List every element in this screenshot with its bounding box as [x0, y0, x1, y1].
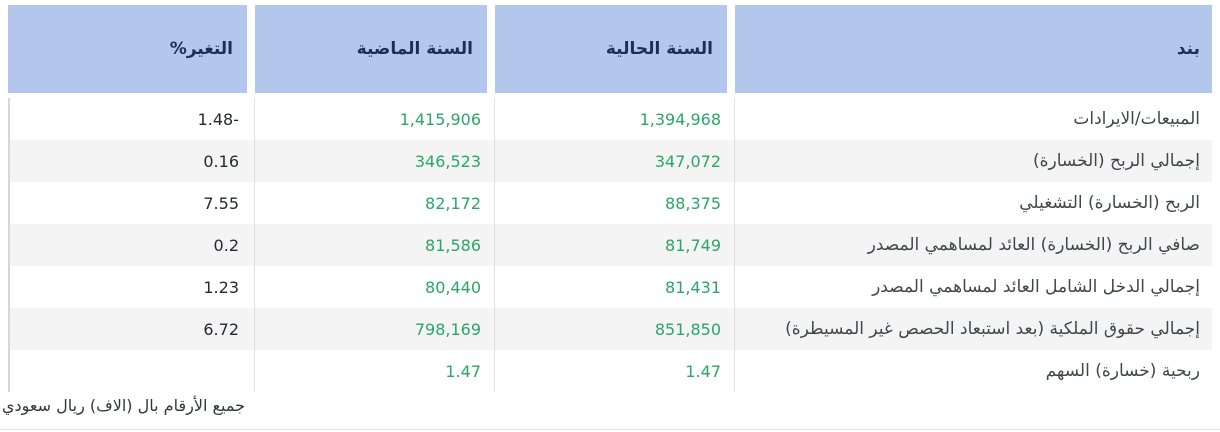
column-header-current-year: السنة الحالية: [495, 5, 735, 98]
column-header-change-pct: التغير%: [8, 5, 255, 98]
table-header: بند السنة الحالية السنة الماضية التغير%: [8, 5, 1212, 98]
table-row: الربح (الخسارة) التشغيلي 88,375 82,172 7…: [8, 182, 1212, 224]
table-row: ربحية (خسارة) السهم 1.47 1.47: [8, 350, 1212, 392]
table-row: إجمالي حقوق الملكية (بعد استبعاد الحصص غ…: [8, 308, 1212, 350]
current-year-value: 81,749: [495, 224, 735, 266]
column-header-item: بند: [735, 5, 1212, 98]
change-pct-value: 0.2: [8, 224, 255, 266]
current-year-value: 88,375: [495, 182, 735, 224]
amounts-unit-footnote: جميع الأرقام بال (الاف) ريال سعودي: [2, 396, 245, 415]
previous-year-value: 346,523: [255, 140, 495, 182]
current-year-value: 347,072: [495, 140, 735, 182]
previous-year-value: 1.47: [255, 350, 495, 392]
current-year-value: 81,431: [495, 266, 735, 308]
item-label: إجمالي الربح (الخسارة): [735, 140, 1212, 182]
current-year-value: 851,850: [495, 308, 735, 350]
change-pct-value: 1.48-: [8, 98, 255, 140]
change-pct-value: 6.72: [8, 308, 255, 350]
item-label: المبيعات/الايرادات: [735, 98, 1212, 140]
bottom-divider: [0, 429, 1220, 430]
previous-year-value: 1,415,906: [255, 98, 495, 140]
table-row: إجمالي الدخل الشامل العائد لمساهمي المصد…: [8, 266, 1212, 308]
previous-year-value: 81,586: [255, 224, 495, 266]
item-label: صافي الربح (الخسارة) العائد لمساهمي المص…: [735, 224, 1212, 266]
financial-results-table: بند السنة الحالية السنة الماضية التغير% …: [8, 5, 1212, 392]
change-pct-value: 7.55: [8, 182, 255, 224]
table-row: صافي الربح (الخسارة) العائد لمساهمي المص…: [8, 224, 1212, 266]
table-row: إجمالي الربح (الخسارة) 347,072 346,523 0…: [8, 140, 1212, 182]
change-pct-value: [8, 350, 255, 392]
current-year-value: 1,394,968: [495, 98, 735, 140]
item-label: إجمالي حقوق الملكية (بعد استبعاد الحصص غ…: [735, 308, 1212, 350]
table-container: بند السنة الحالية السنة الماضية التغير% …: [8, 5, 1212, 392]
item-label: ربحية (خسارة) السهم: [735, 350, 1212, 392]
header-row: بند السنة الحالية السنة الماضية التغير%: [8, 5, 1212, 98]
previous-year-value: 798,169: [255, 308, 495, 350]
column-header-previous-year: السنة الماضية: [255, 5, 495, 98]
change-pct-value: 0.16: [8, 140, 255, 182]
table-row: المبيعات/الايرادات 1,394,968 1,415,906 1…: [8, 98, 1212, 140]
table-body: المبيعات/الايرادات 1,394,968 1,415,906 1…: [8, 98, 1212, 392]
current-year-value: 1.47: [495, 350, 735, 392]
change-pct-value: 1.23: [8, 266, 255, 308]
previous-year-value: 82,172: [255, 182, 495, 224]
previous-year-value: 80,440: [255, 266, 495, 308]
item-label: الربح (الخسارة) التشغيلي: [735, 182, 1212, 224]
item-label: إجمالي الدخل الشامل العائد لمساهمي المصد…: [735, 266, 1212, 308]
